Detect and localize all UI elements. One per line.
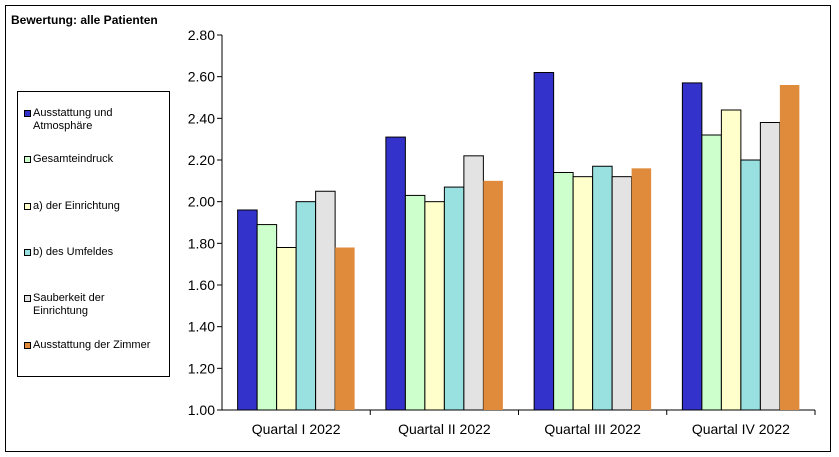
bar	[759, 122, 781, 411]
bar	[533, 72, 555, 411]
chart-title: Bewertung: alle Patienten	[11, 13, 158, 27]
bar	[553, 172, 574, 411]
bar	[592, 165, 613, 411]
x-tick-label: Quartal IV 2022	[692, 421, 790, 437]
legend-label: a) der Einrichtung	[33, 200, 120, 212]
bar	[335, 247, 355, 410]
legend-label: Ausstattung der Zimmer	[33, 339, 151, 351]
y-tick-label: 2.80	[188, 27, 215, 43]
y-tick-label: 2.60	[188, 69, 215, 85]
bars	[237, 72, 800, 411]
x-tick-label: Quartal II 2022	[398, 421, 491, 437]
bar	[681, 82, 703, 411]
legend-label: Gesamteindruck	[33, 153, 114, 165]
bar	[424, 201, 445, 411]
legend-label: Sauberkeit der Einrichtung	[33, 292, 105, 317]
axis-labels: 1.00 1.20 1.40 1.60 1.80 2.00 2.20 2.40 2.60 2.80…	[188, 27, 790, 437]
legend-item-einrichtung: a) der Einrichtung	[24, 200, 169, 213]
y-tick-label: 1.00	[188, 402, 215, 418]
legend-swatch	[24, 249, 31, 256]
legend-item-sauberkeit: Sauberkeit der Einrichtung	[24, 292, 169, 318]
bar	[443, 186, 465, 411]
y-tick-label: 2.40	[188, 110, 215, 126]
bar	[572, 176, 594, 411]
bar	[256, 224, 278, 411]
bar	[385, 136, 406, 411]
legend-swatch	[24, 295, 31, 302]
y-tick-label: 1.20	[188, 360, 215, 376]
bar	[740, 159, 761, 411]
bar	[483, 180, 503, 410]
x-tick-label: Quartal III 2022	[544, 421, 641, 437]
bar	[315, 190, 336, 411]
y-tick-label: 2.20	[188, 152, 215, 168]
legend-swatch	[24, 110, 31, 117]
y-tick-label: 2.00	[188, 194, 215, 210]
y-tick-label: 1.60	[188, 277, 215, 293]
bar	[611, 176, 633, 411]
bar	[631, 168, 652, 410]
legend-label: b) des Umfeldes	[33, 246, 114, 258]
y-tick-label: 1.40	[188, 319, 215, 335]
legend-item-umfeld: b) des Umfeldes	[24, 246, 169, 259]
y-tick-label: 1.80	[188, 235, 215, 251]
legend-item-ausstattung-atmosphaere: Ausstattung und Atmosphäre	[24, 107, 169, 133]
bar	[779, 85, 800, 410]
legend-swatch	[24, 156, 31, 163]
bar	[720, 109, 742, 411]
legend-item-zimmer: Ausstattung der Zimmer	[24, 339, 169, 352]
legend-item-gesamteindruck: Gesamteindruck	[24, 153, 169, 166]
x-tick-label: Quartal I 2022	[252, 421, 341, 437]
bar	[276, 247, 297, 411]
bar	[701, 134, 722, 411]
bar	[463, 155, 484, 411]
legend-swatch	[24, 342, 31, 349]
bar	[404, 194, 426, 411]
legend-swatch	[24, 203, 31, 210]
legend: Ausstattung und Atmosphäre Gesamteindruck…	[17, 91, 170, 377]
bar	[237, 209, 258, 411]
bar	[295, 201, 317, 411]
legend-label: Ausstattung und Atmosphäre	[33, 107, 113, 132]
